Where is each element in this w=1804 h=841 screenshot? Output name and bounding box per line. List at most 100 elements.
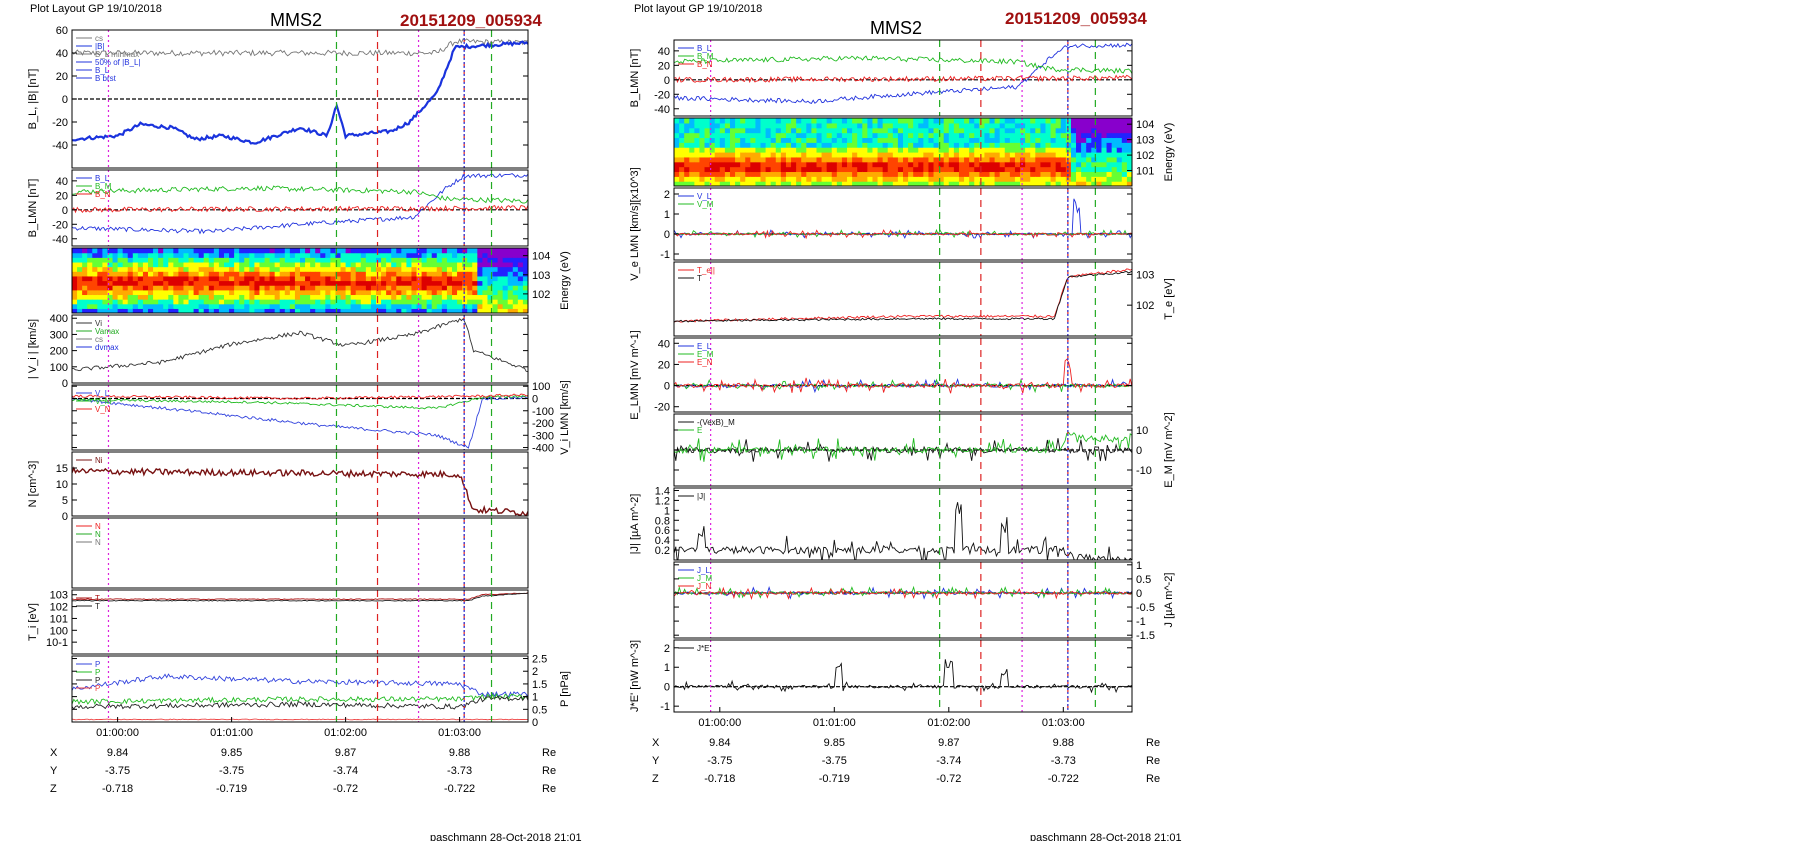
spectrogram-cell: [163, 289, 169, 296]
spectrogram-cell: [699, 181, 706, 186]
spectrogram-cell: [142, 299, 149, 305]
spectrogram-cell: [168, 294, 174, 300]
spectrogram-cell: [882, 181, 889, 186]
spectrogram-cell: [735, 118, 741, 124]
spectrogram-cell: [689, 156, 695, 163]
spectrogram-cell: [770, 171, 777, 177]
y-tick-label: 40: [658, 46, 670, 58]
spectrogram-cell: [1035, 152, 1041, 158]
spectrogram-cell: [350, 248, 357, 254]
spectrogram-cell: [340, 299, 347, 305]
y-tick-label: 102: [50, 602, 68, 614]
spectrogram-cell: [492, 271, 499, 277]
legend-label: dvmax: [95, 343, 119, 352]
spectrogram-cell: [370, 266, 377, 272]
y-tick-label: -0.5: [1136, 602, 1155, 614]
orbit-value: -0.718: [102, 783, 133, 795]
spectrogram-cell: [709, 142, 716, 148]
spectrogram-cell: [923, 147, 930, 153]
spectrogram-cell: [1081, 176, 1087, 182]
spectrogram-cell: [467, 261, 473, 268]
series-line-T_i: [72, 592, 528, 600]
spectrogram-cell: [852, 132, 858, 139]
spectrogram-cell: [750, 142, 757, 148]
spectrogram-cell: [401, 266, 407, 272]
spectrogram-cell: [239, 285, 245, 291]
y-tick-label: 103: [50, 590, 68, 602]
series-line-P4: [72, 718, 528, 721]
spectrogram-cell: [892, 176, 899, 182]
spectrogram-cell: [1050, 122, 1057, 129]
spectrogram-cell: [137, 289, 144, 296]
spectrogram-cell: [1004, 142, 1011, 148]
spectrogram-cell: [421, 252, 428, 258]
spectrogram-cell: [340, 308, 347, 313]
spectrogram-cell: [953, 147, 960, 153]
spectrogram-cell: [426, 285, 433, 291]
spectrogram-cell: [132, 294, 139, 300]
spectrogram-cell: [1111, 171, 1118, 177]
legend: B_LB_MB_N: [678, 44, 714, 69]
spectrogram-cell: [796, 176, 802, 182]
spectrogram-cell: [487, 261, 494, 268]
spectrogram-cell: [1014, 132, 1021, 139]
series-line-T: [72, 592, 528, 602]
spectrogram-cell: [948, 181, 955, 186]
spectrogram-cell: [148, 299, 154, 305]
spectrogram-cell: [1111, 118, 1118, 124]
series-group: [72, 592, 528, 602]
spectrogram-cell: [1009, 127, 1016, 134]
spectrogram-cell: [239, 261, 245, 268]
spectrogram-cell: [999, 127, 1006, 134]
spectrogram-cell: [836, 171, 843, 177]
spectrogram-cell: [969, 161, 975, 168]
spectrogram-cell: [831, 176, 838, 182]
spectrogram-cell: [852, 156, 858, 163]
spectrogram-cell: [811, 147, 818, 153]
spectrogram-cell: [785, 132, 792, 139]
spectrogram-cell: [847, 166, 853, 173]
spectrogram-cell: [719, 166, 726, 173]
spectrogram-cell: [729, 152, 736, 158]
spectrogram-cell: [467, 252, 473, 258]
spectrogram-cell: [198, 280, 205, 286]
spectrogram-cell: [148, 285, 154, 291]
spectrogram-cell: [376, 294, 382, 300]
spectrogram-cell: [345, 289, 352, 296]
spectrogram-cell: [137, 257, 144, 263]
spectrogram-cell: [908, 122, 914, 129]
series-line-B_N: [674, 74, 1132, 84]
spectrogram-cell: [974, 132, 980, 139]
spectrogram-cell: [213, 271, 220, 277]
spectrogram-cell: [122, 299, 129, 305]
spectrogram-cell: [249, 285, 255, 291]
spectrogram-cell: [1106, 137, 1113, 143]
spectrogram-cell: [948, 142, 955, 148]
legend-label: E_N: [697, 358, 713, 367]
spectrogram-cell: [1014, 171, 1021, 177]
spectrogram-cell: [933, 152, 940, 158]
spectrogram-cell: [330, 289, 337, 296]
time-tick-label: 01:01:00: [813, 717, 856, 729]
spectrogram-cell: [102, 289, 109, 296]
spectrogram-cell: [325, 248, 331, 254]
spectrogram-cell: [1070, 147, 1077, 153]
spectrogram-cell: [892, 171, 899, 177]
spectrogram-cell: [173, 294, 179, 300]
spectrogram-cell: [330, 299, 337, 305]
spectrogram-cell: [173, 299, 179, 305]
spectrogram-cell: [826, 122, 833, 129]
spectrogram-cell: [699, 137, 706, 143]
spectrogram-cell: [674, 132, 680, 139]
panel-frame: [673, 487, 1133, 561]
spectrogram-cell: [294, 303, 301, 309]
spectrogram-cell: [502, 280, 509, 286]
orbit-value: -0.722: [1048, 773, 1079, 785]
spectrogram-cell: [305, 266, 311, 272]
spectrogram-cell: [872, 147, 879, 153]
spectrogram-cell: [918, 137, 924, 143]
spectrogram-cell: [386, 248, 392, 254]
spectrogram-cell: [132, 266, 139, 272]
spectrogram-cell: [467, 299, 473, 305]
spectrogram-cell: [487, 294, 494, 300]
